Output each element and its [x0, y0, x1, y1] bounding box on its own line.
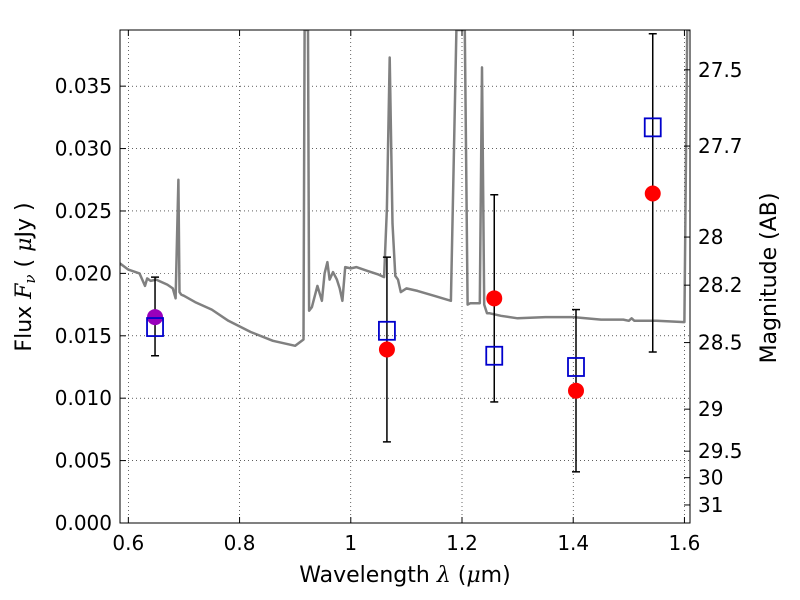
y2-axis-title: Magnitude (AB): [757, 193, 782, 364]
model-spectrum-layer: [120, 30, 690, 348]
y2-tick-label: 28.5: [698, 331, 743, 355]
y-tick-label: 0.035: [55, 74, 112, 98]
plot-frame: [119, 29, 691, 524]
square-marker: [643, 117, 662, 138]
model-spectrum-line: [120, 30, 690, 348]
circle-marker: [568, 382, 584, 399]
circle-marker: [147, 309, 164, 326]
y2-tick-label: 30: [698, 466, 723, 490]
axis-ticks: 0.6 0.8 1 1.2 1.4 1.6 0.000 0.005 0.010 0.015 0.02…: [55, 30, 743, 555]
y2-tick-label: 28: [698, 225, 723, 249]
y-tick-label: 0.015: [55, 324, 112, 348]
y-tick-label: 0.000: [55, 511, 112, 535]
y-tick-label: 0.010: [55, 386, 112, 410]
data-markers: [146, 117, 662, 399]
square-marker: [146, 317, 164, 337]
circle-marker: [378, 341, 395, 358]
y2-tick-label: 27.7: [698, 134, 743, 158]
y-tick-label: 0.005: [55, 449, 112, 473]
x-tick-label: 0.6: [112, 531, 144, 555]
x-tick-label: 1.2: [446, 531, 478, 555]
circle-marker: [486, 290, 503, 307]
y2-tick-label: 28.2: [698, 273, 743, 297]
circle-marker: [644, 185, 661, 202]
y2-tick-label: 27.5: [698, 58, 743, 82]
x-tick-label: 1: [344, 531, 357, 555]
plot-background: [120, 30, 690, 523]
x-tick-label: 1.4: [557, 531, 589, 555]
y-tick-label: 0.030: [55, 137, 112, 161]
y-axis-title: Flux Fν ( μJy ): [12, 202, 39, 351]
x-tick-label: 0.8: [224, 531, 256, 555]
y2-tick-label: 29: [698, 397, 723, 421]
x-tick-label: 1.6: [669, 531, 701, 555]
square-marker: [485, 345, 504, 366]
square-marker: [378, 320, 396, 341]
x-axis-title: Wavelength λ (μm): [299, 563, 510, 588]
y-tick-label: 0.020: [55, 261, 112, 285]
y2-tick-label: 31: [698, 493, 723, 517]
y2-tick-label: 29.5: [698, 439, 743, 463]
y-tick-label: 0.025: [55, 199, 112, 223]
square-marker: [567, 357, 585, 377]
